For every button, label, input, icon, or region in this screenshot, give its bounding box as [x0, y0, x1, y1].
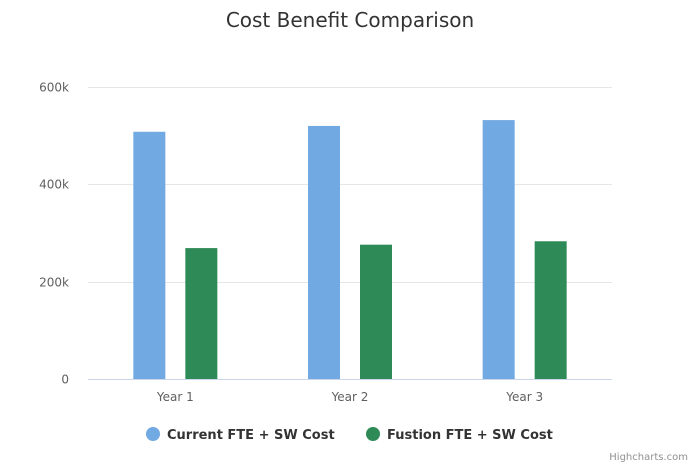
bar	[360, 244, 392, 379]
gridlines	[88, 87, 612, 283]
x-tick-label: Year 3	[505, 390, 543, 404]
y-tick-label: 200k	[39, 276, 69, 290]
legend-marker	[146, 427, 160, 441]
legend-label: Fustion FTE + SW Cost	[387, 428, 553, 443]
bar	[534, 241, 567, 379]
y-tick-label: 0	[61, 373, 69, 387]
legend-item[interactable]: Current FTE + SW Cost	[146, 427, 335, 443]
bar	[308, 125, 340, 379]
x-tick-label: Year 1	[156, 390, 194, 404]
legend-item[interactable]: Fustion FTE + SW Cost	[366, 427, 553, 443]
credits-link[interactable]: Highcharts.com	[609, 452, 688, 463]
bar	[185, 248, 218, 379]
chart-title: Cost Benefit Comparison	[226, 8, 474, 32]
x-tick-label: Year 2	[331, 390, 369, 404]
legend: Current FTE + SW Cost Fustion FTE + SW Co…	[146, 427, 553, 443]
y-axis-labels: 0 200k 400k 600k	[39, 81, 69, 387]
bar	[133, 131, 166, 379]
bar	[482, 120, 515, 380]
legend-marker	[366, 427, 380, 441]
y-tick-label: 600k	[39, 81, 69, 95]
x-axis-labels: Year 1 Year 2 Year 3	[156, 390, 543, 404]
legend-label: Current FTE + SW Cost	[167, 428, 335, 443]
bars	[133, 120, 567, 380]
y-tick-label: 400k	[39, 178, 69, 192]
